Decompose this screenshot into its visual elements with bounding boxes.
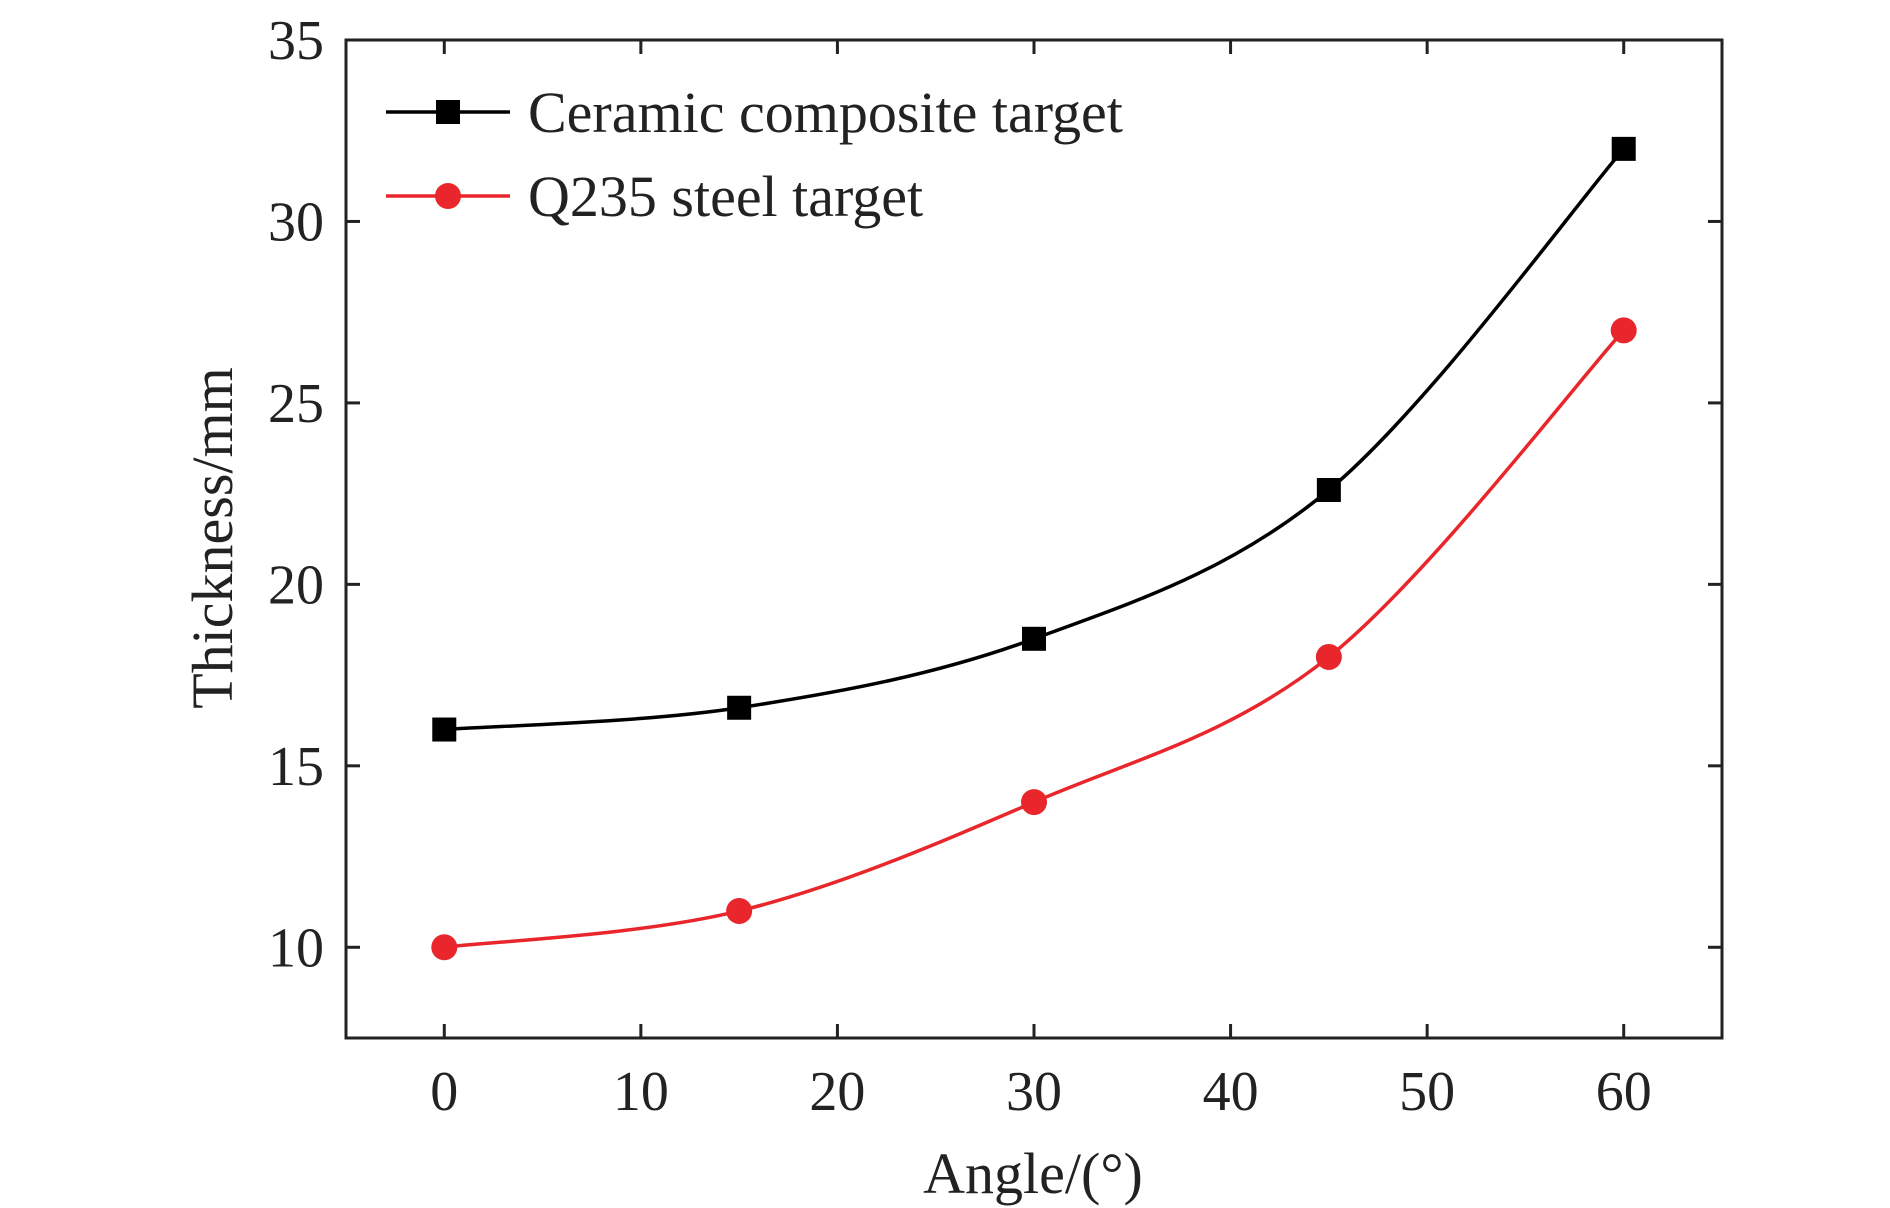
data-point (726, 897, 753, 924)
data-point (727, 695, 752, 720)
series-line (444, 147, 1626, 732)
legend-label: Ceramic composite target (528, 80, 1123, 145)
x-tick-label: 60 (1596, 1061, 1652, 1123)
series-2 (431, 317, 1637, 961)
x-tick-label: 10 (613, 1061, 669, 1123)
legend-marker (436, 100, 460, 124)
data-point (1610, 317, 1637, 344)
x-tick-label: 30 (1006, 1061, 1062, 1123)
series-layer (431, 136, 1637, 961)
x-axis-title: Angle/(°) (923, 1141, 1143, 1206)
series-line (444, 329, 1626, 950)
legend: Ceramic composite target Q235 steel targe… (386, 80, 1123, 229)
x-tick-label: 20 (809, 1061, 865, 1123)
data-point (432, 717, 457, 742)
data-point (431, 934, 458, 961)
data-point (1315, 643, 1342, 670)
legend-marker (435, 183, 461, 209)
data-point (1021, 789, 1047, 816)
y-axis-title: Thickness/mm (180, 367, 245, 709)
x-tick-label: 0 (430, 1061, 458, 1123)
y-tick-label: 35 (268, 10, 324, 72)
legend-item: Ceramic composite target (386, 80, 1123, 145)
data-point (1611, 136, 1636, 161)
y-tick-label: 10 (268, 917, 324, 979)
series-1 (432, 136, 1636, 742)
x-tick-label: 50 (1399, 1061, 1455, 1123)
legend-label: Q235 steel target (528, 164, 923, 229)
axis-ticks: 0 10 20 30 40 50 60 10 15 20 25 30 35 (268, 10, 1722, 1123)
data-point (1022, 626, 1046, 651)
y-tick-label: 15 (268, 736, 324, 798)
legend-item: Q235 steel target (386, 164, 923, 229)
x-tick-label: 40 (1203, 1061, 1259, 1123)
y-tick-label: 25 (268, 373, 324, 435)
y-tick-label: 20 (268, 554, 324, 616)
y-tick-label: 30 (268, 191, 324, 253)
data-point (1316, 478, 1341, 503)
